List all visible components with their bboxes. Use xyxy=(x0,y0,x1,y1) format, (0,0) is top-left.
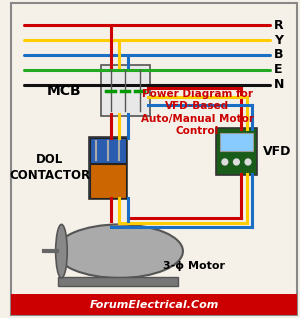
Text: Auto/Manual Motor: Auto/Manual Motor xyxy=(141,114,254,124)
FancyBboxPatch shape xyxy=(58,277,178,286)
Text: VFD-Based: VFD-Based xyxy=(165,101,230,111)
Text: DOL
CONTACTOR: DOL CONTACTOR xyxy=(9,153,91,183)
Text: 3-ϕ Motor: 3-ϕ Motor xyxy=(163,261,225,271)
Circle shape xyxy=(222,159,228,165)
Text: Power Diagram for: Power Diagram for xyxy=(142,89,253,99)
FancyBboxPatch shape xyxy=(11,294,297,315)
FancyBboxPatch shape xyxy=(220,133,253,151)
Text: R: R xyxy=(274,19,284,32)
Ellipse shape xyxy=(56,225,67,278)
Text: Control: Control xyxy=(176,126,219,136)
Text: B: B xyxy=(274,48,284,61)
FancyBboxPatch shape xyxy=(90,164,126,198)
Circle shape xyxy=(245,159,251,165)
Circle shape xyxy=(233,159,239,165)
Text: ForumElectrical.Com: ForumElectrical.Com xyxy=(89,300,219,310)
Text: MCB: MCB xyxy=(47,84,82,98)
Text: Y: Y xyxy=(274,33,283,46)
FancyBboxPatch shape xyxy=(89,137,127,199)
FancyBboxPatch shape xyxy=(11,3,297,315)
Text: VFD: VFD xyxy=(262,145,291,158)
Text: E: E xyxy=(274,63,283,76)
Ellipse shape xyxy=(56,225,183,278)
FancyBboxPatch shape xyxy=(100,65,150,116)
FancyBboxPatch shape xyxy=(216,128,257,175)
Text: N: N xyxy=(274,78,284,91)
FancyBboxPatch shape xyxy=(90,138,126,162)
